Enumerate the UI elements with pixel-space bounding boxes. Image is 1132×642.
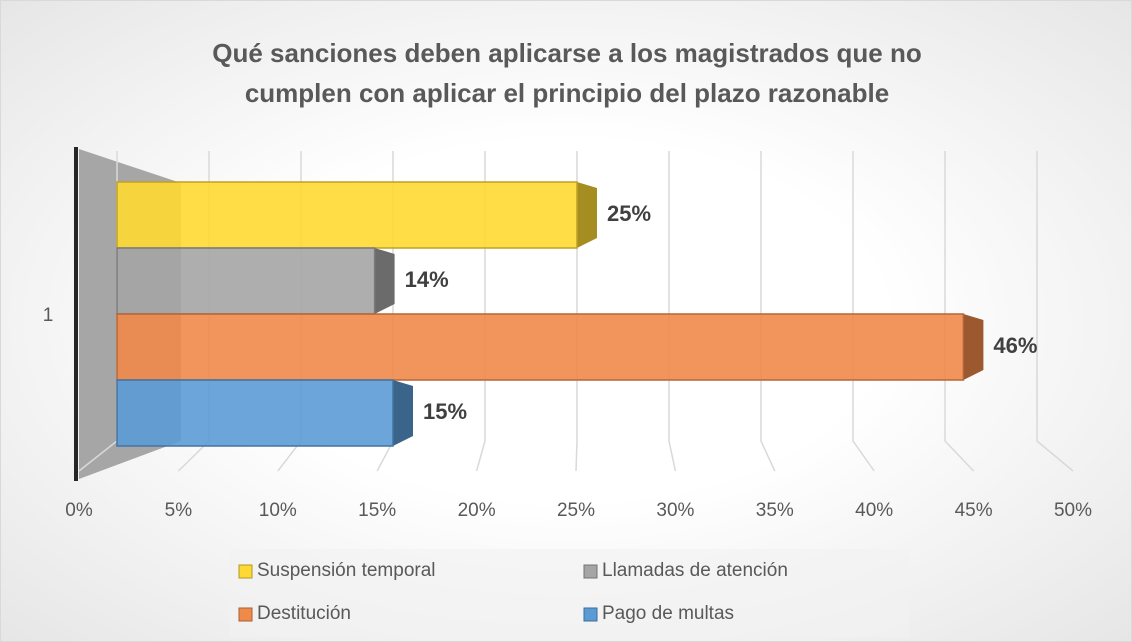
x-tick-label: 10% <box>259 500 297 521</box>
x-tick-label: 15% <box>358 500 396 521</box>
data-label: 14% <box>405 267 449 292</box>
bar <box>116 379 394 447</box>
x-tick-label: 25% <box>557 500 595 521</box>
bar-side <box>393 380 413 446</box>
x-tick-label: 45% <box>955 500 993 521</box>
legend-box <box>229 549 909 637</box>
data-label: 15% <box>423 399 467 424</box>
chart-title: Qué sanciones deben aplicarse a los magi… <box>212 38 922 108</box>
grid-line <box>1036 151 1074 472</box>
legend-swatch <box>583 607 598 622</box>
bar-side <box>374 248 395 314</box>
x-tick-label: 40% <box>855 500 893 521</box>
x-tick-label: 35% <box>756 500 794 521</box>
bar <box>116 313 965 381</box>
bar-side <box>577 182 597 248</box>
x-tick-label: 30% <box>656 500 694 521</box>
y-tick-label: 1 <box>43 305 54 326</box>
bar <box>116 247 376 315</box>
legend-swatch <box>238 564 253 579</box>
grid-line <box>760 151 776 472</box>
x-tick-label: 50% <box>1054 500 1092 521</box>
data-label: 25% <box>607 201 651 226</box>
grid-line <box>944 151 975 472</box>
grid-line <box>852 151 875 472</box>
bar-side <box>963 314 984 380</box>
grid-line <box>668 151 677 472</box>
data-label: 46% <box>993 333 1037 358</box>
x-tick-label: 20% <box>458 500 496 521</box>
legend-label: Pago de multas <box>602 603 734 624</box>
x-tick-label: 0% <box>65 500 93 521</box>
legend-label: Suspensión temporal <box>257 560 436 581</box>
x-tick-label: 5% <box>165 500 193 521</box>
legend-label: Destitución <box>257 603 351 624</box>
legend-swatch <box>583 564 598 579</box>
legend-label: Llamadas de atención <box>602 560 788 581</box>
legend-swatch <box>238 607 253 622</box>
bar <box>116 181 578 249</box>
